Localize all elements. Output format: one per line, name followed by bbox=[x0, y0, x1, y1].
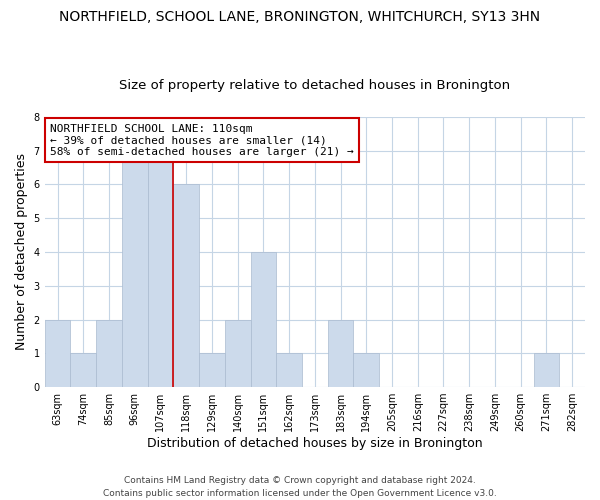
Bar bbox=[96, 320, 122, 387]
Bar bbox=[353, 354, 379, 387]
Bar bbox=[225, 320, 251, 387]
Bar bbox=[328, 320, 353, 387]
Bar bbox=[251, 252, 276, 387]
Bar bbox=[173, 184, 199, 387]
Bar bbox=[44, 320, 70, 387]
Text: NORTHFIELD, SCHOOL LANE, BRONINGTON, WHITCHURCH, SY13 3HN: NORTHFIELD, SCHOOL LANE, BRONINGTON, WHI… bbox=[59, 10, 541, 24]
X-axis label: Distribution of detached houses by size in Bronington: Distribution of detached houses by size … bbox=[147, 437, 482, 450]
Bar bbox=[148, 150, 173, 387]
Text: Contains HM Land Registry data © Crown copyright and database right 2024.
Contai: Contains HM Land Registry data © Crown c… bbox=[103, 476, 497, 498]
Bar bbox=[276, 354, 302, 387]
Bar bbox=[70, 354, 96, 387]
Y-axis label: Number of detached properties: Number of detached properties bbox=[15, 154, 28, 350]
Bar bbox=[199, 354, 225, 387]
Title: Size of property relative to detached houses in Bronington: Size of property relative to detached ho… bbox=[119, 79, 511, 92]
Bar bbox=[533, 354, 559, 387]
Bar bbox=[122, 150, 148, 387]
Text: NORTHFIELD SCHOOL LANE: 110sqm
← 39% of detached houses are smaller (14)
58% of : NORTHFIELD SCHOOL LANE: 110sqm ← 39% of … bbox=[50, 124, 354, 156]
